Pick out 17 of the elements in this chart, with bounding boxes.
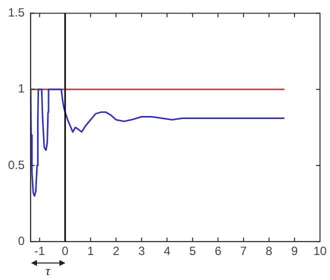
y-tick-label: 1.5 [8,6,25,20]
x-tick-label: 6 [214,244,222,258]
y-tick-label: 0 [18,234,25,248]
y-tick-label: 0.5 [8,158,25,172]
x-tick-label: 4 [164,244,171,258]
x-tick-label: 3 [138,244,146,258]
y-tick-label: 1 [18,82,25,96]
x-tick-label: 7 [240,244,248,258]
x-tick-label: 10 [313,244,327,258]
x-tick-label: 0 [62,244,69,258]
x-tick-label: -1 [34,244,46,258]
x-tick-label: 8 [266,244,273,258]
x-tick-label: 1 [87,244,94,258]
text: τ [46,262,52,278]
x-tick-label: 2 [112,244,120,258]
x-tick-label: 5 [189,244,196,258]
x-tick-label: 9 [291,244,298,258]
